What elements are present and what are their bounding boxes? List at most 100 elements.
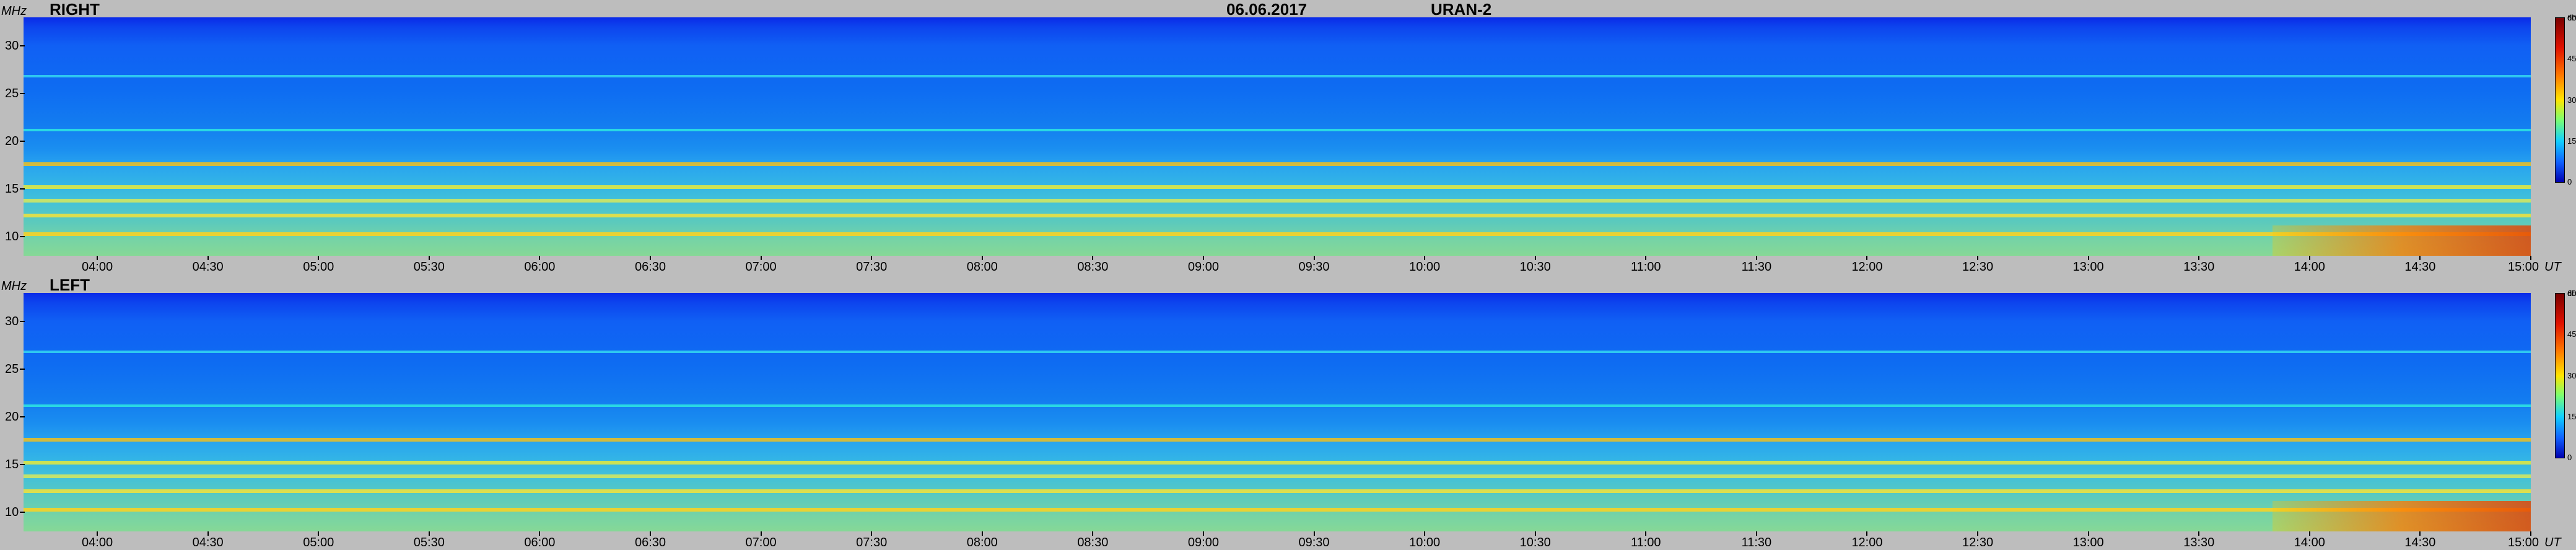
y-unit-label-top: MHz [1,4,27,18]
x-tick-label: 05:00 [303,260,334,274]
emission-band [24,232,2531,236]
x-tick-label: 12:00 [1851,536,1883,549]
emission-band [24,162,2531,167]
x-tick [1866,256,1868,260]
x-tick-label: 08:00 [966,536,998,549]
emission-band [24,351,2531,354]
colorbar-right [2555,17,2565,183]
x-tick-label: 14:00 [2294,536,2325,549]
emission-band [24,474,2531,478]
x-tick-label: 08:00 [966,260,998,274]
x-tick [539,531,541,536]
x-tick [871,256,873,260]
emission-band [24,128,2531,131]
y-tick [20,321,25,323]
colorbar-tick-label: 45 [2567,54,2576,64]
spectrogram-right [24,17,2531,256]
x-tick [2530,256,2531,260]
colorbar-tick-label: 15 [2567,411,2576,421]
instrument-name: URAN-2 [1431,0,1492,19]
x-tick-label: 08:30 [1077,260,1109,274]
y-tick [20,45,25,47]
y-tick [20,369,25,370]
x-tick-label: 15:00 [2507,536,2539,549]
x-tick-label: 13:00 [2072,536,2104,549]
x-tick [318,531,320,536]
x-tick [318,256,320,260]
y-tick-label: 25 [5,362,19,377]
emission-band [24,507,2531,512]
x-tick [981,256,983,260]
x-tick [1092,531,1094,536]
observation-date: 06.06.2017 [1226,0,1308,19]
x-tick [1313,256,1315,260]
x-tick-label: 09:30 [1298,536,1330,549]
x-tick-label: 11:30 [1741,260,1772,274]
emission-band [24,198,2531,203]
x-tick-label: 13:00 [2072,260,2104,274]
x-tick-label: 11:30 [1741,536,1772,549]
x-tick-label: 05:30 [413,536,445,549]
y-tick [20,512,25,513]
x-tick [1645,256,1647,260]
x-tick-label: 09:00 [1187,536,1219,549]
x-tick [1424,531,1426,536]
x-unit-label: UT [2544,536,2561,549]
x-tick [2087,531,2089,536]
x-tick-label: 12:30 [1962,536,1994,549]
x-tick [207,256,209,260]
x-tick [2087,256,2089,260]
emission-band [24,461,2531,465]
x-tick-label: 11:00 [1630,260,1661,274]
x-tick-label: 12:00 [1851,260,1883,274]
emission-band [24,489,2531,494]
colorbar-left [2555,293,2565,458]
x-tick [1202,256,1204,260]
x-tick-label: 04:00 [82,536,113,549]
x-tick [539,256,541,260]
x-tick-label: 10:00 [1409,536,1441,549]
x-tick [1092,256,1094,260]
colorbar-tick-label: 60 [2567,289,2576,298]
y-unit-label-bottom: MHz [1,279,27,293]
x-tick-label: 14:30 [2404,260,2436,274]
x-tick-label: 05:00 [303,536,334,549]
y-tick-label: 10 [5,505,19,520]
y-tick-label: 10 [5,230,19,244]
emission-band [24,404,2531,407]
y-tick [20,416,25,418]
x-tick [1977,531,1979,536]
emission-band [24,438,2531,442]
y-tick-label: 15 [5,182,19,196]
x-unit-label: UT [2544,260,2561,274]
y-tick-label: 20 [5,134,19,149]
colorbar-unit-right: db [2567,13,2576,22]
x-tick [428,531,430,536]
x-tick-label: 04:30 [192,536,224,549]
x-tick [760,256,762,260]
x-tick [1202,531,1204,536]
spectrogram-left [24,293,2531,531]
x-tick-label: 12:30 [1962,260,1994,274]
x-tick-label: 06:30 [634,260,666,274]
x-tick [1755,256,1757,260]
y-tick-label: 30 [5,39,19,53]
intense-emission-region [2273,500,2531,531]
x-tick [1755,531,1757,536]
x-tick [1534,256,1536,260]
x-tick-label: 07:30 [856,536,888,549]
x-tick [207,531,209,536]
x-tick [1977,256,1979,260]
x-tick-label: 07:30 [856,260,888,274]
x-tick [2308,256,2310,260]
y-tick [20,464,25,466]
y-tick-label: 15 [5,458,19,472]
x-tick [1534,531,1536,536]
x-tick [760,531,762,536]
x-tick-label: 08:30 [1077,536,1109,549]
x-tick-label: 06:30 [634,536,666,549]
x-tick [2419,531,2421,536]
x-tick-label: 10:30 [1519,536,1551,549]
x-tick [650,256,651,260]
emission-band [24,185,2531,190]
